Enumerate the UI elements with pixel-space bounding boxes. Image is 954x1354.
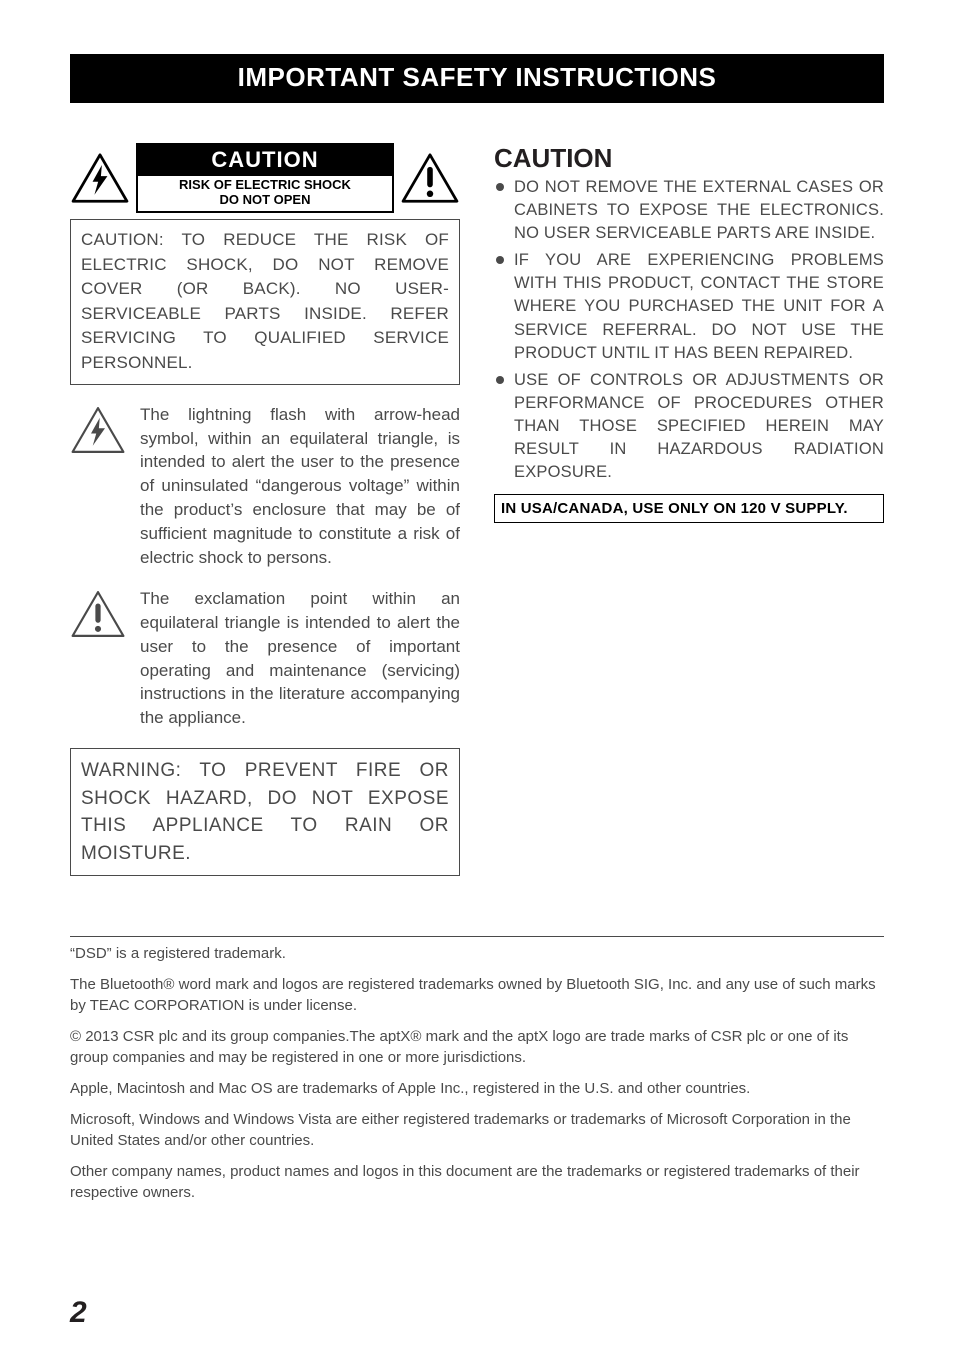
lightning-symbol-text: The lightning flash with arrow-head symb… xyxy=(140,403,460,570)
lightning-symbol-block: The lightning flash with arrow-head symb… xyxy=(70,403,460,570)
caution-list-item: USE OF CONTROLS OR ADJUSTMENTS OR PERFOR… xyxy=(494,369,884,484)
trademark-line: Microsoft, Windows and Windows Vista are… xyxy=(70,1109,884,1151)
trademark-line: Other company names, product names and l… xyxy=(70,1161,884,1203)
page-number: 2 xyxy=(70,1296,87,1330)
footer-divider xyxy=(70,936,884,937)
trademark-block: “DSD” is a registered trademark. The Blu… xyxy=(70,943,884,1203)
caution-sign-risk: RISK OF ELECTRIC SHOCK DO NOT OPEN xyxy=(138,176,392,211)
trademark-line: “DSD” is a registered trademark. xyxy=(70,943,884,964)
trademark-line: Apple, Macintosh and Mac OS are trademar… xyxy=(70,1078,884,1099)
caution-list: DO NOT REMOVE THE EXTERNAL CASES OR CABI… xyxy=(494,176,884,484)
exclamation-triangle-icon xyxy=(400,152,460,204)
risk-line-1: RISK OF ELECTRIC SHOCK xyxy=(179,177,351,192)
lightning-triangle-icon xyxy=(70,152,130,204)
title-bar: IMPORTANT SAFETY INSTRUCTIONS xyxy=(70,54,884,103)
trademark-line: The Bluetooth® word mark and logos are r… xyxy=(70,974,884,1016)
caution-sign-center: CAUTION RISK OF ELECTRIC SHOCK DO NOT OP… xyxy=(136,143,394,213)
content-columns: CAUTION RISK OF ELECTRIC SHOCK DO NOT OP… xyxy=(70,143,884,876)
caution-heading: CAUTION xyxy=(494,143,884,174)
supply-note-box: IN USA/CANADA, USE ONLY ON 120 V SUPPLY. xyxy=(494,494,884,523)
caution-sign-label: CAUTION xyxy=(138,145,392,176)
caution-box: CAUTION: TO REDUCE THE RISK OF ELECTRIC … xyxy=(70,219,460,385)
trademark-line: © 2013 CSR plc and its group companies.T… xyxy=(70,1026,884,1068)
risk-line-2: DO NOT OPEN xyxy=(219,192,310,207)
caution-list-item: DO NOT REMOVE THE EXTERNAL CASES OR CABI… xyxy=(494,176,884,245)
caution-sign: CAUTION RISK OF ELECTRIC SHOCK DO NOT OP… xyxy=(70,143,460,213)
page: IMPORTANT SAFETY INSTRUCTIONS CAUTION RI… xyxy=(0,0,954,1354)
caution-list-item: IF YOU ARE EXPERIENCING PROBLEMS WITH TH… xyxy=(494,249,884,364)
lightning-triangle-icon xyxy=(70,405,126,455)
exclamation-triangle-icon xyxy=(70,589,126,639)
exclaim-symbol-text: The exclamation point within an equilate… xyxy=(140,587,460,730)
exclaim-symbol-block: The exclamation point within an equilate… xyxy=(70,587,460,730)
right-column: CAUTION DO NOT REMOVE THE EXTERNAL CASES… xyxy=(494,143,884,876)
left-column: CAUTION RISK OF ELECTRIC SHOCK DO NOT OP… xyxy=(70,143,460,876)
warning-box: WARNING: TO PREVENT FIRE OR SHOCK HAZARD… xyxy=(70,748,460,876)
